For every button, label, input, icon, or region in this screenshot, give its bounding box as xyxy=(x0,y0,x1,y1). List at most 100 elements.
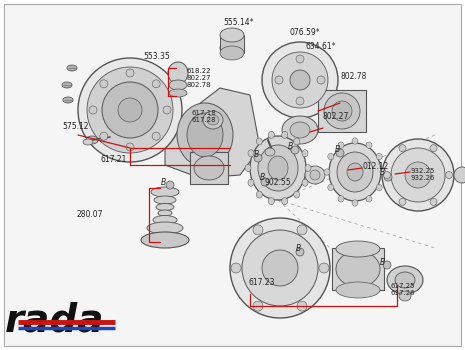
Ellipse shape xyxy=(187,113,223,157)
Ellipse shape xyxy=(89,106,97,114)
Text: 076.59*: 076.59* xyxy=(289,28,319,37)
Ellipse shape xyxy=(268,131,274,138)
Ellipse shape xyxy=(152,132,160,140)
Ellipse shape xyxy=(297,225,307,235)
Text: 617.18
617.28: 617.18 617.28 xyxy=(191,110,216,123)
Ellipse shape xyxy=(445,172,452,178)
Ellipse shape xyxy=(152,80,160,88)
Ellipse shape xyxy=(118,98,142,122)
Ellipse shape xyxy=(158,210,172,216)
Text: B: B xyxy=(287,142,292,151)
Ellipse shape xyxy=(382,139,454,211)
Ellipse shape xyxy=(242,230,318,306)
Ellipse shape xyxy=(336,282,380,298)
Ellipse shape xyxy=(328,153,334,160)
Ellipse shape xyxy=(324,169,330,175)
Ellipse shape xyxy=(302,179,308,186)
Ellipse shape xyxy=(220,46,244,60)
Bar xyxy=(190,152,228,184)
Ellipse shape xyxy=(310,170,320,180)
Text: 617.25
617.26: 617.25 617.26 xyxy=(390,283,415,296)
Ellipse shape xyxy=(100,80,108,88)
Ellipse shape xyxy=(100,132,108,140)
Text: 617.23: 617.23 xyxy=(248,278,274,287)
Ellipse shape xyxy=(290,122,310,138)
Ellipse shape xyxy=(352,200,358,206)
Ellipse shape xyxy=(336,149,344,157)
Ellipse shape xyxy=(126,69,134,77)
Ellipse shape xyxy=(63,97,73,103)
Ellipse shape xyxy=(399,145,406,152)
Ellipse shape xyxy=(324,93,360,129)
Text: 618.22
802.27
802.78: 618.22 802.27 802.78 xyxy=(186,68,211,88)
Ellipse shape xyxy=(83,139,93,145)
Ellipse shape xyxy=(328,184,334,191)
Ellipse shape xyxy=(366,196,372,202)
Ellipse shape xyxy=(194,156,224,180)
Ellipse shape xyxy=(87,67,173,153)
Ellipse shape xyxy=(336,251,380,287)
Ellipse shape xyxy=(338,196,344,202)
Bar xyxy=(220,35,244,53)
Ellipse shape xyxy=(250,136,306,200)
Ellipse shape xyxy=(141,232,189,248)
Text: 280.07: 280.07 xyxy=(76,210,102,219)
Ellipse shape xyxy=(254,154,262,162)
Text: B: B xyxy=(334,145,339,154)
Ellipse shape xyxy=(297,301,307,311)
Ellipse shape xyxy=(376,184,382,191)
Ellipse shape xyxy=(294,191,300,198)
Ellipse shape xyxy=(319,263,329,273)
Ellipse shape xyxy=(430,145,437,152)
Ellipse shape xyxy=(151,187,179,197)
Ellipse shape xyxy=(399,291,411,301)
Ellipse shape xyxy=(177,103,233,167)
Ellipse shape xyxy=(282,198,288,205)
Ellipse shape xyxy=(203,111,223,129)
Ellipse shape xyxy=(147,222,183,234)
Ellipse shape xyxy=(169,80,187,90)
Ellipse shape xyxy=(220,28,244,42)
Bar xyxy=(332,248,384,290)
Text: B: B xyxy=(379,258,385,267)
Text: B: B xyxy=(379,168,385,177)
Text: B: B xyxy=(295,244,301,253)
Ellipse shape xyxy=(220,39,244,57)
Ellipse shape xyxy=(391,148,445,202)
Ellipse shape xyxy=(337,152,373,192)
Text: 802.27: 802.27 xyxy=(322,112,348,121)
Ellipse shape xyxy=(253,225,263,235)
Ellipse shape xyxy=(380,169,386,175)
Ellipse shape xyxy=(395,272,415,288)
Ellipse shape xyxy=(231,263,241,273)
Ellipse shape xyxy=(256,191,262,198)
Ellipse shape xyxy=(282,116,318,144)
Ellipse shape xyxy=(338,142,344,148)
Ellipse shape xyxy=(154,196,176,204)
Ellipse shape xyxy=(67,65,77,71)
Ellipse shape xyxy=(256,138,262,145)
Text: 802.78: 802.78 xyxy=(340,72,366,81)
Ellipse shape xyxy=(332,101,352,121)
Ellipse shape xyxy=(290,70,310,90)
Ellipse shape xyxy=(383,261,391,269)
Ellipse shape xyxy=(387,266,423,294)
Ellipse shape xyxy=(347,163,363,181)
Ellipse shape xyxy=(430,198,437,205)
Text: 634.61*: 634.61* xyxy=(305,42,336,51)
Ellipse shape xyxy=(296,55,304,63)
Ellipse shape xyxy=(163,106,171,114)
Ellipse shape xyxy=(405,162,431,188)
Ellipse shape xyxy=(126,143,134,151)
Ellipse shape xyxy=(86,136,98,144)
Ellipse shape xyxy=(265,148,275,156)
Ellipse shape xyxy=(376,153,382,160)
Ellipse shape xyxy=(245,164,251,172)
Ellipse shape xyxy=(262,250,298,286)
Ellipse shape xyxy=(102,82,158,138)
Ellipse shape xyxy=(454,167,465,183)
Text: 555.14*: 555.14* xyxy=(223,18,253,27)
Ellipse shape xyxy=(168,62,188,84)
Ellipse shape xyxy=(336,241,380,257)
Ellipse shape xyxy=(305,166,325,184)
